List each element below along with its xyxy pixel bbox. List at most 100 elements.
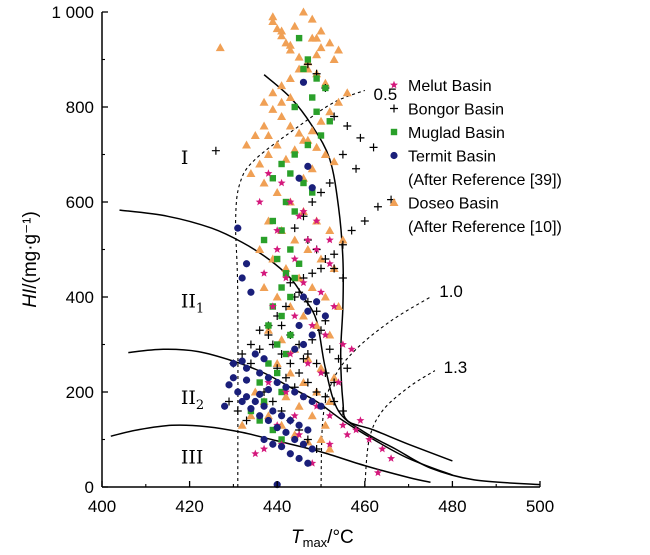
data-point — [334, 378, 343, 386]
data-point — [291, 208, 298, 215]
data-point — [303, 354, 313, 363]
data-point — [321, 392, 330, 401]
data-point — [242, 364, 251, 372]
data-point — [251, 397, 259, 406]
data-point — [263, 325, 273, 334]
data-point — [298, 378, 308, 386]
legend-label: Termit Basin — [408, 149, 496, 166]
y-axis-title: HI/(mg·g⁻¹) — [20, 211, 41, 308]
data-point — [322, 84, 329, 92]
data-point — [286, 197, 295, 206]
data-point — [285, 93, 295, 101]
data-point — [317, 368, 325, 377]
y-tick-label: 600 — [66, 193, 94, 212]
maturity-line — [235, 89, 366, 488]
kerogen-zone-label: I — [181, 147, 189, 169]
data-point — [256, 417, 263, 424]
data-point — [260, 269, 269, 277]
data-point — [304, 426, 312, 434]
data-point — [295, 421, 303, 429]
data-point — [308, 397, 316, 406]
data-point — [246, 411, 256, 420]
data-point — [278, 312, 285, 320]
data-point — [260, 435, 268, 444]
data-point — [295, 430, 304, 439]
data-point — [303, 378, 312, 387]
data-point — [242, 140, 252, 149]
data-point — [286, 450, 294, 458]
data-point — [237, 420, 247, 429]
data-point — [316, 26, 326, 35]
data-point — [325, 397, 335, 405]
data-point — [278, 160, 285, 168]
data-point — [274, 369, 281, 377]
data-point — [290, 235, 300, 244]
data-point — [321, 312, 329, 320]
data-point — [290, 430, 300, 439]
data-point — [238, 397, 246, 406]
data-point — [387, 454, 396, 462]
data-point — [298, 311, 308, 320]
data-point — [309, 189, 316, 196]
data-point — [316, 254, 326, 263]
data-point — [286, 359, 295, 368]
data-point — [268, 302, 277, 310]
data-point — [282, 350, 290, 358]
data-point — [277, 31, 287, 40]
legend-label: Doseo Basin — [408, 196, 499, 213]
data-point — [278, 227, 285, 234]
data-point — [277, 443, 286, 451]
data-point — [291, 345, 299, 353]
data-point — [329, 55, 339, 63]
data-point — [251, 449, 260, 458]
data-point — [273, 226, 282, 234]
data-point — [325, 179, 334, 187]
data-point — [272, 359, 282, 367]
data-point — [269, 440, 277, 448]
data-point — [238, 357, 246, 365]
data-point — [255, 197, 264, 206]
legend-label: Muglad Basin — [408, 125, 505, 142]
data-point — [286, 416, 294, 425]
data-point — [312, 321, 322, 329]
data-point — [299, 207, 308, 215]
x-tick-label: 440 — [263, 497, 291, 516]
data-point — [299, 293, 308, 301]
data-point — [299, 354, 308, 363]
kerogen-zone-label: III — [181, 446, 204, 468]
data-point — [325, 226, 335, 234]
data-point — [308, 445, 316, 453]
data-point — [290, 224, 299, 233]
legend-marker — [390, 151, 398, 160]
data-point — [343, 122, 352, 130]
data-point — [303, 235, 312, 244]
data-point — [308, 184, 316, 192]
data-point — [320, 292, 330, 301]
data-point — [294, 128, 304, 137]
y-tick-label: 800 — [66, 98, 94, 117]
data-point — [334, 97, 344, 106]
data-point — [287, 293, 294, 301]
data-point — [312, 50, 322, 59]
data-point — [285, 368, 295, 377]
data-point — [272, 292, 282, 301]
data-point — [263, 411, 273, 420]
data-point — [338, 235, 348, 244]
legend-marker — [390, 80, 398, 89]
data-point — [298, 7, 308, 16]
data-point — [329, 157, 339, 166]
data-point — [313, 108, 320, 115]
data-point — [347, 345, 356, 353]
data-point — [286, 278, 295, 287]
legend-label: (After Reference [39]) — [408, 172, 562, 189]
data-point — [294, 401, 304, 410]
data-point — [291, 435, 299, 444]
data-point — [304, 56, 312, 63]
data-point — [295, 174, 303, 182]
data-point — [242, 376, 251, 384]
data-point — [273, 378, 281, 387]
maturity-line-label: 0.5 — [374, 85, 398, 104]
maturity-line — [364, 370, 436, 488]
data-point — [290, 145, 300, 154]
maturity-line-label: 1.3 — [444, 358, 468, 377]
